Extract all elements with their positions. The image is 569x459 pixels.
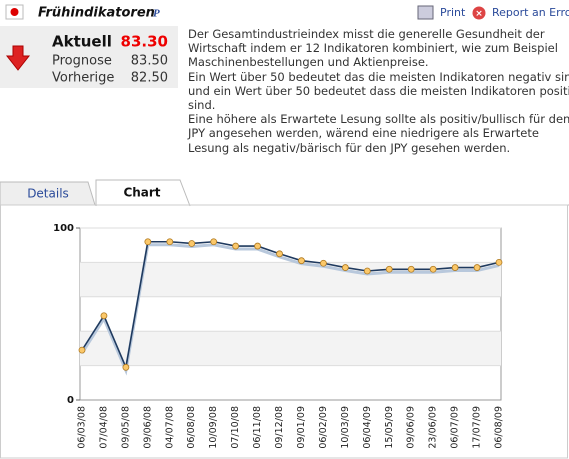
plot-area [79, 227, 502, 401]
current-value: 83.30 [121, 33, 168, 51]
title: Frühindikatoren [38, 6, 155, 21]
point [232, 242, 240, 250]
x-tick-label: 07/04/08 [98, 406, 109, 449]
x-tick-label: 09/12/08 [274, 406, 285, 449]
previous-value: 82.50 [131, 71, 168, 86]
point [473, 264, 481, 271]
x-tick-label: 06/08/09 [494, 406, 505, 449]
description-line: Wirtschaft indem er 12 Indikatoren kombi… [188, 41, 558, 56]
point [341, 264, 349, 271]
x-tick-label: 09/06/09 [406, 406, 417, 449]
point [451, 264, 459, 271]
print-icon[interactable] [417, 5, 434, 20]
x-tick-label: 10/09/08 [208, 406, 219, 449]
point [298, 257, 305, 265]
x-tick-label: 06/11/08 [252, 406, 263, 449]
x-tick-label: 09/01/09 [296, 406, 307, 449]
point [188, 240, 196, 247]
current-label: Aktuell [52, 33, 112, 51]
description-line: Eine höhere als Erwartete Lesung sollte … [188, 112, 569, 127]
point [363, 267, 371, 275]
description: Der Gesamtindustrieindex misst die gener… [188, 27, 569, 155]
x-tick-label: 09/05/08 [120, 406, 131, 449]
tab-details-label[interactable]: Details [27, 187, 69, 201]
tab-details[interactable] [0, 181, 96, 206]
forecast-value: 83.50 [131, 54, 168, 69]
x-tick-label: 10/03/09 [340, 406, 351, 449]
point [276, 250, 283, 258]
tab-chart-label[interactable]: Chart [123, 186, 160, 200]
description-line: JPY angesehen werden, wärend eine niedri… [188, 126, 539, 141]
x-tick-label: 23/06/09 [428, 406, 439, 449]
point [122, 363, 130, 371]
y-tick-label: 100 [53, 223, 74, 234]
x-tick-label: 07/10/08 [230, 406, 241, 449]
line-shadow [80, 243, 500, 376]
x-tick-label: 06/04/09 [362, 406, 373, 449]
down-arrow [5, 45, 31, 71]
line [81, 240, 500, 371]
previous-label: Vorherige [52, 71, 114, 86]
x-tick-label: 04/07/08 [164, 406, 175, 449]
description-line: Ein Wert über 50 bedeutet das die meiste… [188, 69, 569, 84]
x-tick-label: 06/08/08 [186, 406, 197, 449]
point [407, 265, 415, 273]
description-line: und ein Wert über 50 bedeutet dass die m… [188, 83, 569, 98]
x-tick-label: 09/06/08 [142, 406, 153, 449]
point [495, 258, 503, 266]
badge: P [153, 8, 160, 20]
x-tick-label: 17/07/09 [472, 406, 483, 449]
tab-chart[interactable] [95, 179, 191, 207]
description-line: Maschinenbestellungen und Aktienpreise. [188, 55, 429, 70]
point [385, 265, 393, 273]
point [429, 265, 437, 273]
report-link[interactable]: Report an Error [492, 6, 569, 19]
x-tick-label: 06/07/09 [450, 406, 461, 449]
x-tick-label: 15/05/09 [384, 406, 395, 449]
point [100, 312, 108, 320]
plot: 0 100 06/03/08 07/04/08 09/05/08 09/06/08 04/0… [53, 223, 504, 449]
x-tick-label: 06/02/09 [318, 406, 329, 449]
error-icon-x: × [475, 9, 483, 19]
point [210, 238, 218, 246]
flag-sun [10, 8, 19, 16]
point [78, 346, 86, 354]
point [144, 238, 152, 246]
chart-panel [0, 204, 568, 459]
description-line: Lesung als negativ/bärisch für den JPY g… [188, 140, 511, 155]
print-link[interactable]: Print [440, 6, 466, 19]
description-line: Der Gesamtindustrieindex misst die gener… [188, 27, 545, 41]
point [254, 242, 261, 250]
error-icon[interactable] [472, 6, 486, 20]
y-tick-label: 0 [67, 395, 74, 406]
point [166, 238, 174, 246]
forecast-label: Prognose [52, 54, 112, 69]
point [320, 259, 327, 267]
values-panel [0, 26, 178, 88]
x-tick-label: 06/03/08 [77, 406, 88, 449]
description-line: sind. [188, 98, 216, 113]
grid-band [80, 331, 501, 366]
